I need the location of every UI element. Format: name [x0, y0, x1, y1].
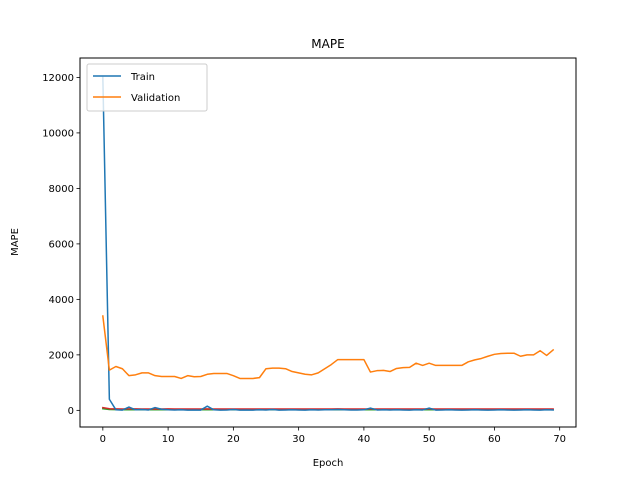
- y-axis: 0 2000 4000 6000 8000 10000 12000: [42, 73, 80, 417]
- series-layer: [101, 76, 555, 411]
- y-tick-label-8000: 8000: [49, 184, 74, 195]
- series-line-validation: [102, 315, 555, 380]
- x-tick-label-50: 50: [423, 434, 436, 445]
- x-tick-label-60: 60: [488, 434, 501, 445]
- plot-area: [79, 57, 577, 428]
- y-tick-label-2000: 2000: [49, 350, 74, 361]
- y-tick-label-10000: 10000: [42, 128, 74, 139]
- series-line-unlabeled-3: [101, 406, 554, 410]
- x-axis: 0 10 20 30 40 50 60 70: [100, 427, 566, 445]
- legend-label-validation: Validation: [131, 93, 180, 104]
- y-tick-label-12000: 12000: [42, 73, 74, 84]
- series-line-train: [102, 76, 554, 411]
- x-tick-label-70: 70: [553, 434, 566, 445]
- plot-background: [80, 58, 576, 427]
- chart-title: MAPE: [311, 37, 344, 51]
- y-tick-label-0: 0: [68, 406, 74, 417]
- plot-frame: [79, 57, 577, 428]
- y-tick-label-4000: 4000: [49, 295, 74, 306]
- x-tick-label-10: 10: [162, 434, 175, 445]
- x-axis-label: Epoch: [313, 458, 344, 469]
- legend-label-train: Train: [130, 72, 155, 83]
- y-tick-label-6000: 6000: [49, 239, 74, 250]
- y-axis-label: MAPE: [10, 228, 21, 256]
- x-tick-label-40: 40: [358, 434, 371, 445]
- x-tick-label-20: 20: [227, 434, 240, 445]
- legend: Train Validation: [86, 63, 208, 112]
- x-tick-label-30: 30: [292, 434, 305, 445]
- x-tick-label-0: 0: [100, 434, 106, 445]
